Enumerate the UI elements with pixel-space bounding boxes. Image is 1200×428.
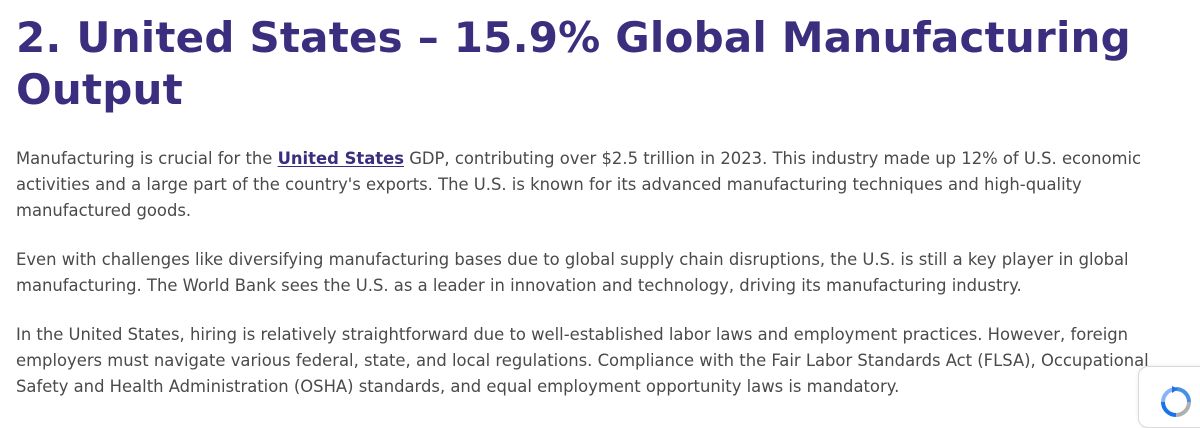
paragraph-manufacturing-gdp: Manufacturing is crucial for the United …	[16, 146, 1188, 224]
paragraph-hiring-regulations: In the United States, hiring is relative…	[16, 325, 1149, 396]
paragraph-text-after-link: GDP, contributing over $2.5 trillion in …	[16, 149, 1142, 220]
recaptcha-icon	[1161, 386, 1191, 417]
recaptcha-badge[interactable]	[1138, 366, 1200, 428]
article-section: 2. United States – 15.9% Global Manufact…	[16, 0, 1188, 400]
paragraph-supply-chain: Even with challenges like diversifying m…	[16, 250, 1129, 295]
united-states-link[interactable]: United States	[277, 149, 404, 168]
section-heading: 2. United States – 15.9% Global Manufact…	[16, 13, 1131, 114]
paragraph-text-before-link: Manufacturing is crucial for the	[16, 149, 278, 168]
